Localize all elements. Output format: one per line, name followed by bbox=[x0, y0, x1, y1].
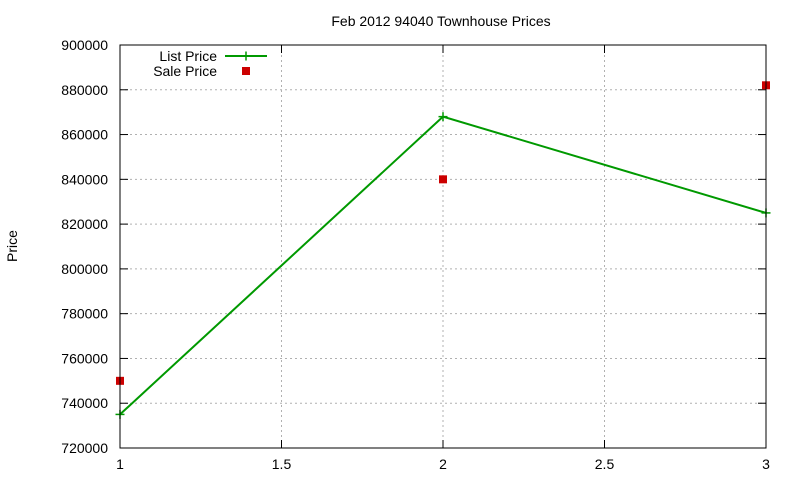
y-tick-label: 720000 bbox=[61, 440, 108, 456]
chart-title: Feb 2012 94040 Townhouse Prices bbox=[331, 13, 550, 29]
y-tick-label: 820000 bbox=[61, 216, 108, 232]
y-axis-label: Price bbox=[4, 230, 20, 262]
y-tick-label: 880000 bbox=[61, 82, 108, 98]
x-tick-label: 1.5 bbox=[272, 456, 292, 472]
y-tick-label: 740000 bbox=[61, 395, 108, 411]
grid bbox=[120, 45, 766, 448]
data-point bbox=[438, 112, 448, 122]
plot-frame bbox=[119, 44, 767, 449]
y-tick-label: 780000 bbox=[61, 306, 108, 322]
legend-swatch-marker bbox=[241, 51, 251, 61]
legend-label: List Price bbox=[159, 48, 217, 64]
y-tick-label: 900000 bbox=[61, 37, 108, 53]
axis-ticks: 720000 740000 760000 780000 800000 820000 8400… bbox=[61, 37, 770, 472]
data-point bbox=[439, 175, 447, 184]
legend-label: Sale Price bbox=[153, 63, 217, 79]
x-tick-label: 2.5 bbox=[595, 456, 615, 472]
y-tick-label: 800000 bbox=[61, 261, 108, 277]
y-tick-label: 840000 bbox=[61, 171, 108, 187]
x-tick-label: 1 bbox=[116, 456, 124, 472]
y-tick-label: 860000 bbox=[61, 127, 108, 143]
legend-swatch-marker bbox=[242, 67, 250, 75]
x-tick-label: 2 bbox=[439, 456, 447, 472]
y-tick-label: 760000 bbox=[61, 350, 108, 366]
x-tick-label: 3 bbox=[762, 456, 770, 472]
